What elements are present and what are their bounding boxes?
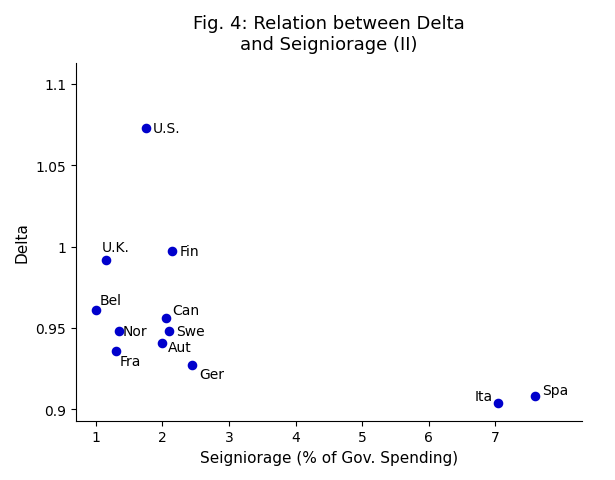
- Text: Aut: Aut: [168, 341, 191, 355]
- Text: Fin: Fin: [179, 245, 199, 259]
- Point: [141, 125, 151, 132]
- Point: [91, 307, 101, 314]
- Point: [164, 328, 174, 336]
- Y-axis label: Delta: Delta: [15, 222, 30, 263]
- Title: Fig. 4: Relation between Delta
and Seigniorage (II): Fig. 4: Relation between Delta and Seign…: [193, 15, 465, 54]
- Text: Ger: Ger: [199, 367, 224, 381]
- Point: [188, 362, 197, 370]
- Text: Bel: Bel: [99, 294, 121, 308]
- Text: U.K.: U.K.: [101, 240, 129, 254]
- Text: Fra: Fra: [119, 354, 141, 368]
- Text: U.S.: U.S.: [153, 121, 180, 135]
- Point: [157, 339, 167, 347]
- Point: [167, 248, 177, 256]
- Point: [493, 399, 503, 407]
- Text: Ita: Ita: [475, 389, 493, 404]
- Point: [161, 315, 171, 323]
- Text: Swe: Swe: [176, 324, 204, 338]
- Point: [101, 256, 111, 264]
- X-axis label: Seigniorage (% of Gov. Spending): Seigniorage (% of Gov. Spending): [200, 450, 458, 465]
- Text: Spa: Spa: [542, 383, 568, 397]
- Point: [114, 328, 124, 336]
- Text: Nor: Nor: [122, 324, 147, 338]
- Text: Can: Can: [172, 303, 200, 317]
- Point: [111, 347, 121, 355]
- Point: [530, 393, 540, 400]
